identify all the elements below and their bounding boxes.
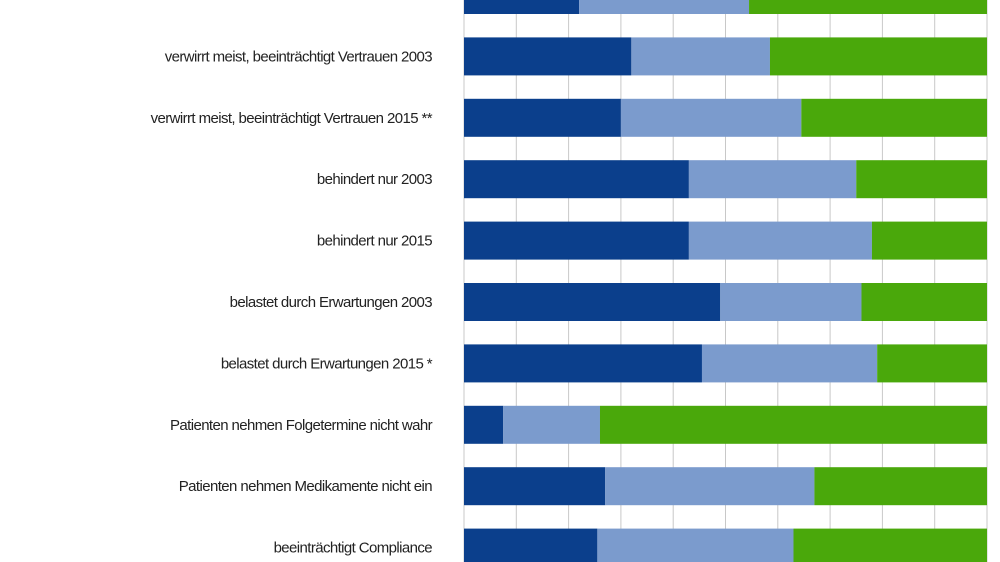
category-label: belastet durch Erwartungen 2003 — [230, 294, 433, 311]
bars — [464, 0, 987, 562]
bar-segment-1 — [464, 0, 580, 14]
category-label: belastet durch Erwartungen 2015 * — [221, 355, 433, 372]
category-labels: Leitlinien erleichtern Arbeit 2015 * verw… — [151, 0, 434, 557]
category-label: Patienten nehmen Folgetermine nicht wahr — [170, 417, 433, 434]
bar-segment-3 — [814, 467, 987, 506]
bar-segment-1 — [464, 37, 632, 76]
bar-segment-2 — [688, 221, 872, 260]
category-label: verwirrt meist, beeinträchtigt Vertrauen… — [151, 110, 433, 127]
bar-segment-1 — [464, 344, 702, 383]
bar-segment-3 — [801, 98, 987, 137]
bar-segment-3 — [793, 528, 987, 562]
bar-segment-1 — [464, 98, 621, 137]
bar-segment-2 — [579, 0, 750, 14]
bar-segment-1 — [464, 528, 598, 562]
bar-segment-2 — [631, 37, 770, 76]
bar-segment-2 — [688, 160, 857, 199]
bar-segment-3 — [871, 221, 987, 260]
bar-segment-3 — [749, 0, 987, 14]
bar-segment-3 — [877, 344, 987, 383]
bar-segment-1 — [464, 283, 721, 321]
category-label: beeinträchtigt Compliance — [274, 540, 433, 557]
category-label: Leitlinien erleichtern Arbeit 2015 * — [230, 0, 433, 4]
bar-segment-2 — [503, 405, 600, 444]
bar-segment-3 — [769, 37, 987, 76]
bar-segment-1 — [464, 160, 689, 199]
bar-segment-2 — [605, 467, 815, 506]
bar-segment-3 — [856, 160, 987, 199]
bar-segment-3 — [599, 405, 987, 444]
category-label: Patienten nehmen Medikamente nicht ein — [179, 478, 432, 495]
bar-segment-1 — [464, 405, 504, 444]
bar-segment-2 — [720, 283, 862, 321]
category-label: behindert nur 2003 — [317, 171, 432, 188]
bar-segment-2 — [620, 98, 802, 137]
category-label: behindert nur 2015 — [317, 233, 432, 250]
bar-segment-1 — [464, 467, 606, 506]
bar-segment-3 — [861, 283, 987, 321]
bar-segment-2 — [597, 528, 794, 562]
category-label: verwirrt meist, beeinträchtigt Vertrauen… — [165, 48, 433, 65]
bar-segment-1 — [464, 221, 689, 260]
bar-segment-2 — [701, 344, 878, 383]
